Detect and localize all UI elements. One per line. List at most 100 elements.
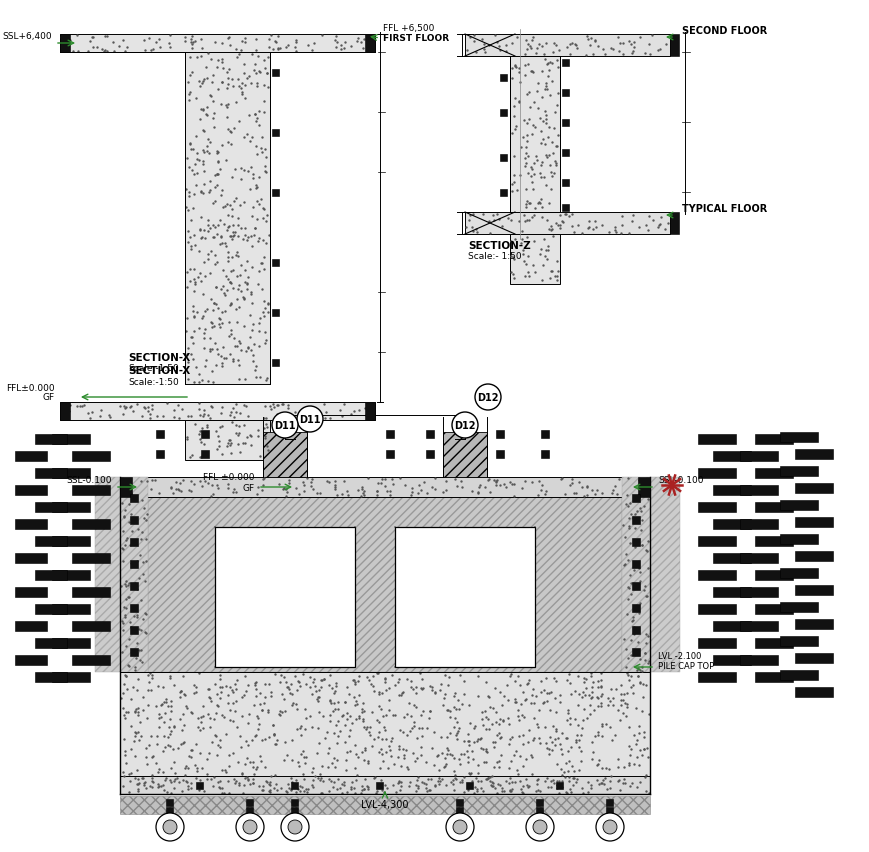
Point bbox=[607, 480, 621, 493]
Point bbox=[450, 732, 464, 746]
Point bbox=[387, 757, 401, 771]
Point bbox=[143, 408, 156, 422]
Point bbox=[567, 712, 581, 726]
Point bbox=[474, 33, 488, 47]
Point bbox=[441, 671, 455, 684]
Point bbox=[116, 677, 130, 691]
Point bbox=[394, 780, 408, 793]
Point bbox=[539, 772, 553, 786]
Point bbox=[308, 684, 322, 698]
Point bbox=[505, 477, 519, 491]
Point bbox=[258, 165, 272, 179]
Point bbox=[428, 483, 441, 497]
Point bbox=[581, 221, 595, 234]
Point bbox=[239, 734, 253, 748]
Point bbox=[242, 756, 256, 769]
Point bbox=[616, 688, 630, 701]
Point bbox=[208, 258, 222, 272]
Point bbox=[234, 258, 248, 272]
Point bbox=[202, 682, 216, 696]
Point bbox=[568, 735, 582, 749]
Point bbox=[539, 113, 553, 127]
Point bbox=[437, 759, 451, 773]
Point bbox=[415, 775, 428, 789]
Point bbox=[388, 786, 402, 799]
Point bbox=[390, 675, 404, 688]
Point bbox=[284, 734, 298, 747]
Point bbox=[225, 73, 239, 87]
Point bbox=[303, 476, 317, 490]
Point bbox=[249, 179, 262, 193]
Bar bbox=[794, 483, 832, 493]
Point bbox=[335, 410, 348, 423]
Point bbox=[265, 719, 279, 733]
Point bbox=[176, 688, 190, 701]
Point bbox=[211, 83, 225, 96]
Bar bbox=[697, 672, 735, 682]
Point bbox=[120, 42, 134, 55]
Point bbox=[572, 763, 586, 777]
Point bbox=[517, 59, 531, 72]
Point bbox=[211, 429, 225, 443]
Point bbox=[591, 691, 605, 705]
Bar bbox=[509, 57, 560, 213]
Point bbox=[640, 561, 654, 574]
Point bbox=[171, 483, 185, 497]
Bar bbox=[740, 520, 777, 529]
Point bbox=[603, 769, 617, 782]
Point bbox=[548, 217, 562, 231]
Point bbox=[403, 709, 417, 722]
Point bbox=[422, 680, 436, 694]
Point bbox=[627, 508, 640, 521]
Bar bbox=[509, 234, 560, 285]
Point bbox=[612, 472, 626, 486]
Point bbox=[146, 43, 160, 56]
Point bbox=[200, 752, 214, 766]
Point bbox=[117, 610, 131, 624]
Point bbox=[224, 233, 238, 247]
Point bbox=[538, 244, 552, 257]
Point bbox=[229, 96, 242, 110]
Point bbox=[137, 625, 151, 639]
Point bbox=[221, 477, 235, 491]
Point bbox=[140, 711, 154, 725]
Point bbox=[209, 706, 222, 720]
Point bbox=[504, 186, 518, 199]
Point bbox=[626, 512, 640, 526]
Point bbox=[265, 718, 279, 732]
Point bbox=[222, 749, 235, 763]
Point bbox=[208, 728, 222, 742]
Point bbox=[222, 63, 235, 77]
Point bbox=[621, 521, 635, 535]
Point bbox=[248, 676, 262, 690]
Bar bbox=[72, 587, 109, 597]
Point bbox=[507, 124, 521, 137]
Point bbox=[531, 37, 545, 51]
Point bbox=[156, 745, 169, 758]
Point bbox=[210, 699, 224, 713]
Point bbox=[620, 700, 634, 714]
Point bbox=[184, 331, 198, 344]
Point bbox=[410, 751, 424, 765]
Point bbox=[521, 59, 534, 72]
Point bbox=[226, 715, 240, 728]
Point bbox=[619, 710, 633, 723]
Point bbox=[467, 786, 481, 800]
Point bbox=[151, 711, 165, 724]
Point bbox=[468, 780, 481, 794]
Point bbox=[303, 709, 317, 722]
Point bbox=[331, 703, 345, 717]
Point bbox=[210, 443, 224, 457]
Point bbox=[632, 719, 646, 733]
Point bbox=[213, 421, 227, 435]
Point bbox=[388, 708, 401, 722]
Point bbox=[249, 33, 262, 47]
Point bbox=[509, 120, 523, 134]
Point bbox=[116, 525, 129, 538]
Point bbox=[211, 311, 225, 325]
Point bbox=[394, 775, 408, 789]
Point bbox=[502, 669, 516, 682]
Point bbox=[251, 50, 265, 64]
Point bbox=[131, 705, 145, 719]
Point bbox=[562, 711, 576, 724]
